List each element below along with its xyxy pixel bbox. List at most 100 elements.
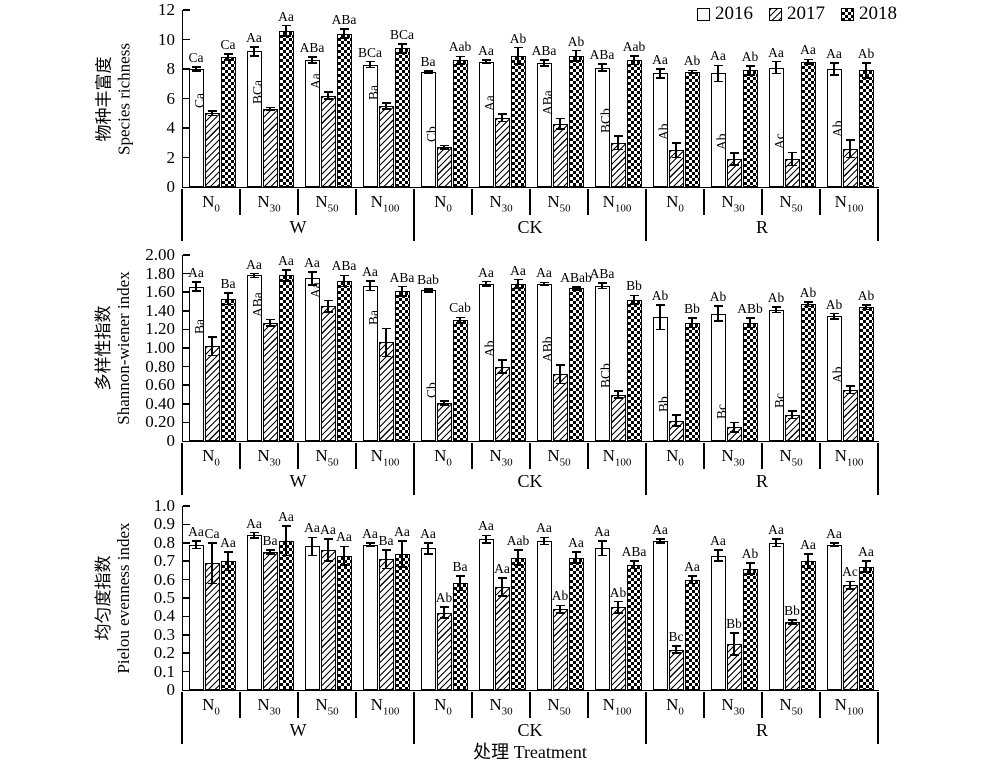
- error-bar-cap: [555, 382, 565, 385]
- error-bar-cap: [629, 567, 639, 570]
- category-separator: [703, 691, 705, 718]
- error-bar: [791, 152, 793, 166]
- bar-2016-W-N100: [362, 64, 378, 187]
- x-category-R-N0: N0: [666, 191, 684, 215]
- x-category-W-N100: N100: [370, 694, 400, 718]
- error-bar-cap: [191, 547, 201, 550]
- error-bar-cap: [845, 156, 855, 159]
- error-bar: [833, 542, 835, 547]
- error-bar: [749, 563, 751, 575]
- y-tick: [183, 68, 190, 70]
- error-bar-cap: [829, 542, 839, 544]
- error-bar: [311, 537, 313, 556]
- bar-2018-CK-N30: [510, 283, 526, 441]
- error-bar: [601, 282, 603, 289]
- bar-2017-CK-N100: [610, 394, 626, 441]
- bar-2018-R-N30: [742, 70, 758, 187]
- error-bar: [849, 139, 851, 158]
- bar-2018-CK-N50: [568, 55, 584, 187]
- error-bar: [369, 542, 371, 547]
- y-tick-label: 0.80: [145, 356, 175, 376]
- error-bar-cap: [803, 63, 813, 65]
- error-bar-cap: [597, 287, 607, 290]
- sig-label: Ab: [829, 366, 845, 384]
- bar-2017-R-N100: [842, 389, 858, 441]
- sig-label: ABa: [589, 46, 615, 62]
- error-bar-cap: [207, 336, 217, 338]
- bar-2018-R-N50: [800, 561, 816, 690]
- sig-label: Aa: [278, 8, 294, 24]
- category-separator: [761, 188, 763, 215]
- error-bar-cap: [845, 139, 855, 141]
- bar-2017-W-N50: [320, 550, 336, 690]
- y-axis-title-cn: 物种丰富度: [94, 56, 113, 141]
- sig-label: Ab: [829, 120, 845, 137]
- error-bar-cap: [281, 525, 291, 528]
- sig-label: Bb: [626, 278, 642, 294]
- error-bar-cap: [713, 560, 723, 562]
- y-tick-label: 2: [166, 147, 176, 167]
- error-bar-cap: [687, 317, 697, 320]
- error-bar-cap: [223, 53, 233, 56]
- category-separator: [355, 442, 357, 469]
- error-bar-cap: [771, 545, 781, 548]
- error-bar-cap: [745, 562, 755, 564]
- sig-label: Bb: [684, 301, 700, 317]
- error-bar: [865, 304, 867, 310]
- x-group-CK: CK: [517, 216, 543, 237]
- error-bar: [443, 145, 445, 149]
- error-bar-cap: [307, 62, 317, 64]
- sig-label: ABb: [539, 336, 555, 362]
- sig-label: ABab: [560, 270, 592, 286]
- sig-label: Ac: [842, 564, 858, 580]
- sig-label: Aa: [320, 522, 336, 538]
- sig-label: Aa: [568, 535, 584, 550]
- error-bar-cap: [249, 531, 259, 534]
- error-bar: [865, 561, 867, 573]
- category-separator: [761, 691, 763, 718]
- bar-2018-CK-N100: [626, 299, 642, 441]
- bar-2018-R-N100: [858, 70, 874, 187]
- sig-label: Aa: [494, 560, 510, 576]
- error-bar-cap: [671, 425, 681, 427]
- x-group-CK: CK: [517, 719, 543, 740]
- bar-2018-W-N0: [220, 57, 236, 187]
- error-bar: [195, 67, 197, 71]
- sig-label: Ab: [609, 584, 627, 600]
- error-bar-cap: [629, 303, 639, 305]
- sig-label: Aa: [220, 535, 236, 550]
- y-tick: [183, 560, 190, 562]
- error-bar-cap: [713, 305, 723, 307]
- swatch-2018-icon: [841, 7, 854, 21]
- bar-2016-W-N0: [188, 286, 204, 441]
- error-bar: [849, 581, 851, 589]
- error-bar: [253, 532, 255, 539]
- bar-2018-W-N30: [278, 30, 294, 187]
- error-bar-cap: [771, 538, 781, 540]
- sig-label: Ba: [420, 54, 436, 70]
- x-category-R-N50: N50: [779, 445, 803, 469]
- error-bar-cap: [597, 63, 607, 65]
- bar-2017-CK-N30: [494, 117, 510, 187]
- sig-label: BCa: [389, 26, 414, 42]
- bar-2017-W-N30: [262, 552, 278, 690]
- sig-label: Aab: [448, 39, 472, 55]
- category-separator: [239, 691, 241, 718]
- bar-2017-CK-N50: [552, 374, 568, 441]
- error-bar: [385, 102, 387, 109]
- error-bar-cap: [513, 564, 523, 566]
- error-bar-cap: [281, 280, 291, 282]
- bar-2018-CK-N30: [510, 55, 526, 187]
- category-separator: [529, 691, 531, 718]
- error-bar-cap: [397, 295, 407, 297]
- error-bar: [401, 540, 403, 567]
- error-bar: [601, 540, 603, 556]
- group-separator: [645, 188, 647, 241]
- group-separator: [413, 188, 415, 241]
- x-category-CK-N0: N0: [434, 445, 452, 469]
- error-bar-cap: [861, 77, 871, 79]
- bar-2018-W-N0: [220, 298, 236, 441]
- bar-2016-R-N30: [710, 313, 726, 441]
- error-bar: [633, 561, 635, 569]
- error-bar-cap: [539, 284, 549, 287]
